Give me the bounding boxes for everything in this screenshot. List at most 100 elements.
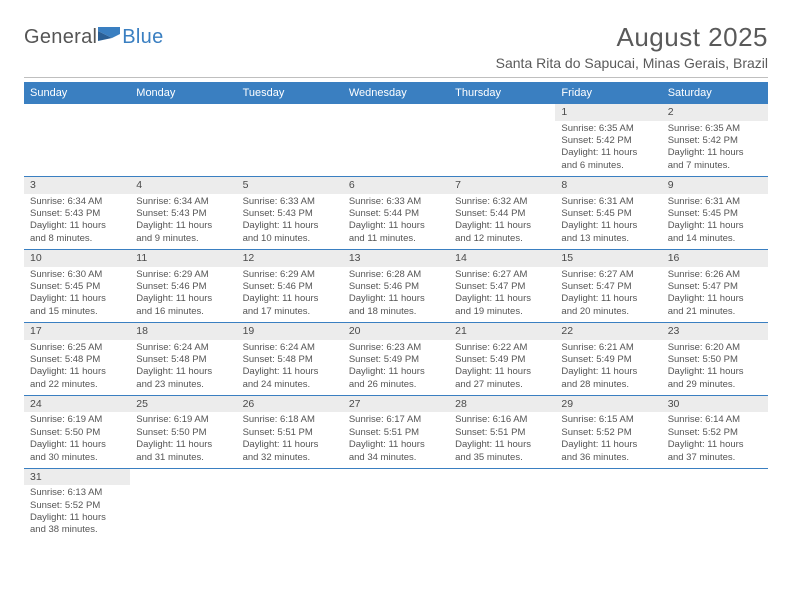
day-number: 27: [343, 396, 449, 413]
calendar-cell: [449, 468, 555, 540]
calendar-cell: [343, 468, 449, 540]
weekday-header: Friday: [555, 82, 661, 104]
day-details: Sunrise: 6:21 AMSunset: 5:49 PMDaylight:…: [555, 340, 661, 395]
day-details: Sunrise: 6:19 AMSunset: 5:50 PMDaylight:…: [130, 412, 236, 467]
calendar-cell: 18Sunrise: 6:24 AMSunset: 5:48 PMDayligh…: [130, 322, 236, 395]
weekday-header-row: Sunday Monday Tuesday Wednesday Thursday…: [24, 82, 768, 104]
calendar-cell: [237, 104, 343, 176]
calendar-cell: 24Sunrise: 6:19 AMSunset: 5:50 PMDayligh…: [24, 395, 130, 468]
calendar-week: 17Sunrise: 6:25 AMSunset: 5:48 PMDayligh…: [24, 322, 768, 395]
calendar-week: 10Sunrise: 6:30 AMSunset: 5:45 PMDayligh…: [24, 249, 768, 322]
day-number: 13: [343, 250, 449, 267]
calendar-cell: 31Sunrise: 6:13 AMSunset: 5:52 PMDayligh…: [24, 468, 130, 540]
day-details: Sunrise: 6:13 AMSunset: 5:52 PMDaylight:…: [24, 485, 130, 540]
day-details: Sunrise: 6:34 AMSunset: 5:43 PMDaylight:…: [130, 194, 236, 249]
day-details: Sunrise: 6:26 AMSunset: 5:47 PMDaylight:…: [662, 267, 768, 322]
calendar-cell: [237, 468, 343, 540]
calendar-cell: 10Sunrise: 6:30 AMSunset: 5:45 PMDayligh…: [24, 249, 130, 322]
day-details: Sunrise: 6:27 AMSunset: 5:47 PMDaylight:…: [555, 267, 661, 322]
day-number: 30: [662, 396, 768, 413]
day-number: 12: [237, 250, 343, 267]
day-number: 15: [555, 250, 661, 267]
day-number: 18: [130, 323, 236, 340]
location: Santa Rita do Sapucai, Minas Gerais, Bra…: [496, 55, 768, 71]
weekday-header: Thursday: [449, 82, 555, 104]
day-number: 4: [130, 177, 236, 194]
calendar-cell: 29Sunrise: 6:15 AMSunset: 5:52 PMDayligh…: [555, 395, 661, 468]
day-details: Sunrise: 6:35 AMSunset: 5:42 PMDaylight:…: [555, 121, 661, 176]
weekday-header: Wednesday: [343, 82, 449, 104]
calendar-cell: 22Sunrise: 6:21 AMSunset: 5:49 PMDayligh…: [555, 322, 661, 395]
title-block: August 2025 Santa Rita do Sapucai, Minas…: [496, 22, 768, 71]
calendar-cell: 14Sunrise: 6:27 AMSunset: 5:47 PMDayligh…: [449, 249, 555, 322]
calendar-cell: 21Sunrise: 6:22 AMSunset: 5:49 PMDayligh…: [449, 322, 555, 395]
calendar-cell: [130, 468, 236, 540]
day-details: Sunrise: 6:16 AMSunset: 5:51 PMDaylight:…: [449, 412, 555, 467]
calendar-cell: [449, 104, 555, 176]
calendar-cell: 5Sunrise: 6:33 AMSunset: 5:43 PMDaylight…: [237, 176, 343, 249]
day-number: 1: [555, 104, 661, 121]
day-details: Sunrise: 6:31 AMSunset: 5:45 PMDaylight:…: [555, 194, 661, 249]
calendar-cell: 13Sunrise: 6:28 AMSunset: 5:46 PMDayligh…: [343, 249, 449, 322]
day-details: Sunrise: 6:15 AMSunset: 5:52 PMDaylight:…: [555, 412, 661, 467]
day-details: Sunrise: 6:31 AMSunset: 5:45 PMDaylight:…: [662, 194, 768, 249]
page: General Blue August 2025 Santa Rita do S…: [0, 0, 792, 541]
day-number: 31: [24, 469, 130, 486]
calendar-cell: [130, 104, 236, 176]
calendar-table: Sunday Monday Tuesday Wednesday Thursday…: [24, 82, 768, 541]
calendar-cell: 27Sunrise: 6:17 AMSunset: 5:51 PMDayligh…: [343, 395, 449, 468]
calendar-cell: 25Sunrise: 6:19 AMSunset: 5:50 PMDayligh…: [130, 395, 236, 468]
calendar-week: 1Sunrise: 6:35 AMSunset: 5:42 PMDaylight…: [24, 104, 768, 176]
day-details: Sunrise: 6:29 AMSunset: 5:46 PMDaylight:…: [237, 267, 343, 322]
day-details: Sunrise: 6:22 AMSunset: 5:49 PMDaylight:…: [449, 340, 555, 395]
calendar-week: 31Sunrise: 6:13 AMSunset: 5:52 PMDayligh…: [24, 468, 768, 540]
day-number: 6: [343, 177, 449, 194]
day-number: 14: [449, 250, 555, 267]
day-number: 3: [24, 177, 130, 194]
calendar-week: 24Sunrise: 6:19 AMSunset: 5:50 PMDayligh…: [24, 395, 768, 468]
day-details: Sunrise: 6:33 AMSunset: 5:43 PMDaylight:…: [237, 194, 343, 249]
weekday-header: Monday: [130, 82, 236, 104]
calendar-week: 3Sunrise: 6:34 AMSunset: 5:43 PMDaylight…: [24, 176, 768, 249]
calendar-cell: 11Sunrise: 6:29 AMSunset: 5:46 PMDayligh…: [130, 249, 236, 322]
day-number: 21: [449, 323, 555, 340]
day-number: 22: [555, 323, 661, 340]
logo: General Blue: [24, 22, 164, 49]
calendar-cell: 9Sunrise: 6:31 AMSunset: 5:45 PMDaylight…: [662, 176, 768, 249]
day-number: 25: [130, 396, 236, 413]
day-details: Sunrise: 6:24 AMSunset: 5:48 PMDaylight:…: [130, 340, 236, 395]
day-details: Sunrise: 6:35 AMSunset: 5:42 PMDaylight:…: [662, 121, 768, 176]
calendar-cell: 17Sunrise: 6:25 AMSunset: 5:48 PMDayligh…: [24, 322, 130, 395]
calendar-cell: 20Sunrise: 6:23 AMSunset: 5:49 PMDayligh…: [343, 322, 449, 395]
calendar-cell: 26Sunrise: 6:18 AMSunset: 5:51 PMDayligh…: [237, 395, 343, 468]
calendar-cell: 1Sunrise: 6:35 AMSunset: 5:42 PMDaylight…: [555, 104, 661, 176]
day-number: 17: [24, 323, 130, 340]
header: General Blue August 2025 Santa Rita do S…: [24, 22, 768, 71]
calendar-cell: 2Sunrise: 6:35 AMSunset: 5:42 PMDaylight…: [662, 104, 768, 176]
day-number: 20: [343, 323, 449, 340]
calendar-cell: [343, 104, 449, 176]
day-number: 23: [662, 323, 768, 340]
day-details: Sunrise: 6:27 AMSunset: 5:47 PMDaylight:…: [449, 267, 555, 322]
day-details: Sunrise: 6:34 AMSunset: 5:43 PMDaylight:…: [24, 194, 130, 249]
day-details: Sunrise: 6:24 AMSunset: 5:48 PMDaylight:…: [237, 340, 343, 395]
day-number: 11: [130, 250, 236, 267]
day-details: Sunrise: 6:30 AMSunset: 5:45 PMDaylight:…: [24, 267, 130, 322]
logo-word1: General: [24, 26, 97, 49]
weekday-header: Sunday: [24, 82, 130, 104]
day-details: Sunrise: 6:25 AMSunset: 5:48 PMDaylight:…: [24, 340, 130, 395]
day-details: Sunrise: 6:33 AMSunset: 5:44 PMDaylight:…: [343, 194, 449, 249]
day-details: Sunrise: 6:20 AMSunset: 5:50 PMDaylight:…: [662, 340, 768, 395]
day-number: 19: [237, 323, 343, 340]
day-details: Sunrise: 6:19 AMSunset: 5:50 PMDaylight:…: [24, 412, 130, 467]
day-number: 2: [662, 104, 768, 121]
calendar-cell: 16Sunrise: 6:26 AMSunset: 5:47 PMDayligh…: [662, 249, 768, 322]
calendar-cell: 8Sunrise: 6:31 AMSunset: 5:45 PMDaylight…: [555, 176, 661, 249]
day-details: Sunrise: 6:32 AMSunset: 5:44 PMDaylight:…: [449, 194, 555, 249]
day-number: 26: [237, 396, 343, 413]
day-details: Sunrise: 6:17 AMSunset: 5:51 PMDaylight:…: [343, 412, 449, 467]
day-details: Sunrise: 6:14 AMSunset: 5:52 PMDaylight:…: [662, 412, 768, 467]
calendar-cell: 3Sunrise: 6:34 AMSunset: 5:43 PMDaylight…: [24, 176, 130, 249]
calendar-cell: 4Sunrise: 6:34 AMSunset: 5:43 PMDaylight…: [130, 176, 236, 249]
month-title: August 2025: [496, 22, 768, 53]
